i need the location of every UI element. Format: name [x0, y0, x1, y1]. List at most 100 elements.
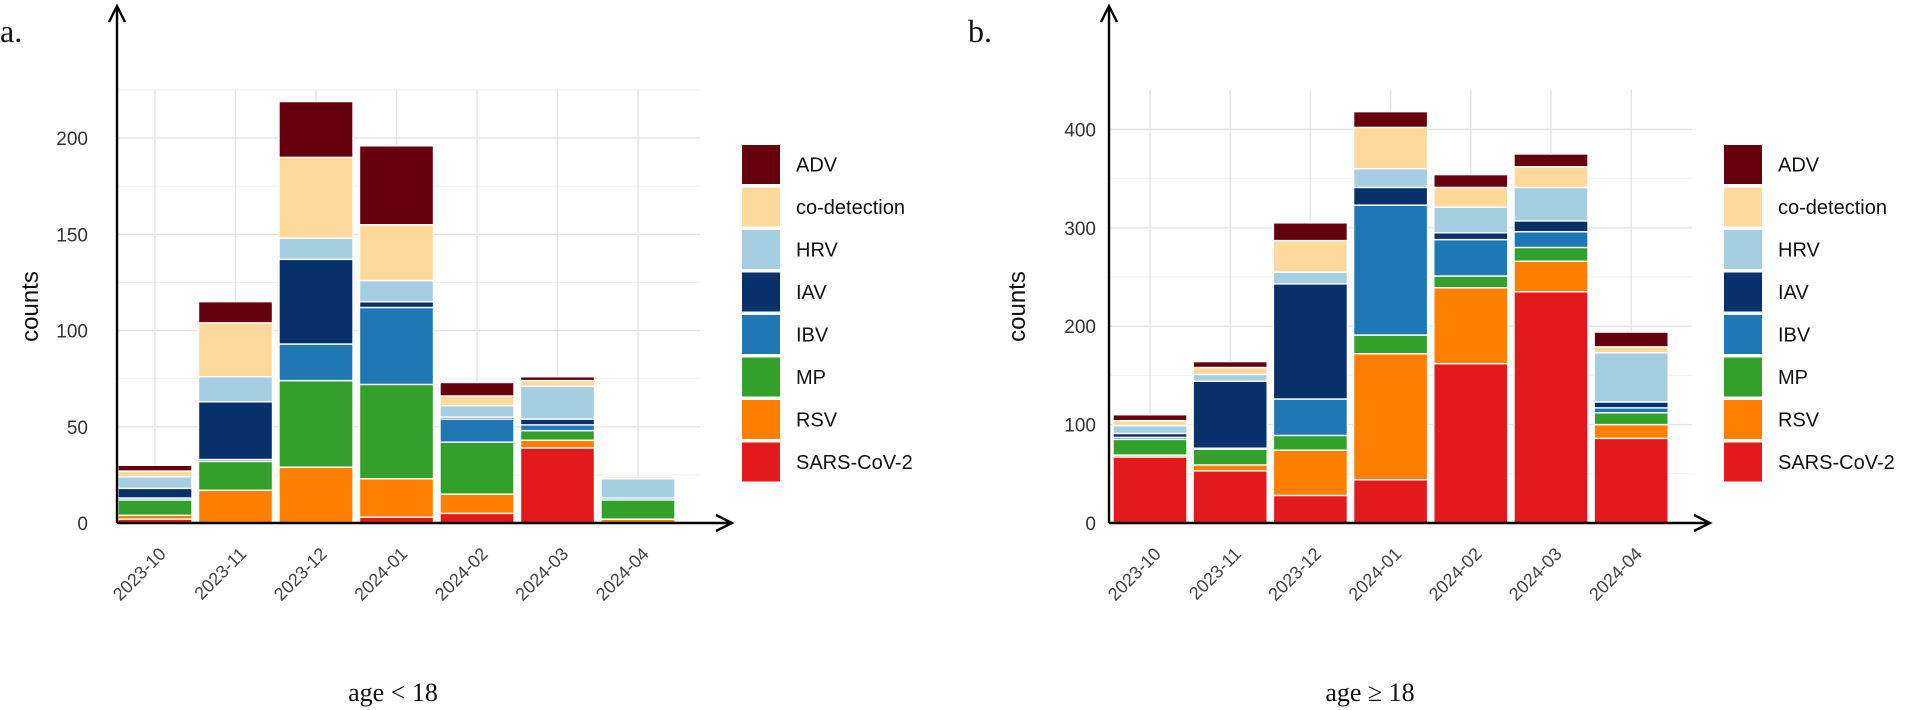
bar-rsv-2024-01	[358, 478, 435, 518]
bar-sars-cov-2-2023-11	[1192, 470, 1268, 524]
bar-iav-2023-10	[117, 487, 193, 499]
bar-rsv-2024-03	[1513, 260, 1589, 293]
bar-iav-2023-11	[1192, 380, 1268, 449]
legend-key-sars-cov-2	[1724, 442, 1762, 482]
legend-key-hrv	[742, 230, 780, 269]
bar-sars-cov-2-2024-03	[519, 447, 596, 524]
bar-co-detection-2023-11	[1192, 366, 1268, 376]
x-tick-label: 2024-04	[1585, 544, 1646, 605]
x-tick-label: 2024-03	[511, 544, 572, 605]
y-tick-label: 0	[1085, 514, 1096, 535]
bar-sars-cov-2-2023-12	[1272, 494, 1349, 524]
bar-co-detection-2023-10	[117, 470, 193, 478]
y-tick-label: 50	[67, 418, 88, 439]
bar-rsv-2024-03	[519, 439, 596, 449]
bar-sars-cov-2-2023-10	[1112, 456, 1188, 524]
bar-rsv-2023-11	[197, 489, 274, 524]
bar-sars-cov-2-2024-02	[1433, 362, 1509, 524]
legend-key-mp	[742, 357, 780, 397]
panel-subtitle: age ≥ 18	[1325, 678, 1414, 707]
y-axis-arrowhead	[1099, 3, 1119, 23]
bar-adv-2023-11	[197, 300, 274, 324]
legend-key-co-detection	[742, 187, 780, 227]
bar-iav-2024-01	[1352, 186, 1429, 206]
y-tick-label: 200	[1064, 317, 1096, 338]
bar-ibv-2024-01	[1352, 204, 1429, 336]
bar-adv-2023-12	[1272, 222, 1349, 242]
x-axis-arrowhead	[1693, 513, 1713, 533]
bar-iav-2024-04	[1593, 401, 1669, 409]
y-tick-label: 400	[1064, 120, 1096, 141]
bar-co-detection-2024-01	[1352, 126, 1429, 170]
bar-mp-2024-02	[1433, 275, 1509, 289]
bar-sars-cov-2-2024-02	[439, 512, 515, 524]
legend-key-ibv	[742, 315, 780, 354]
bar-ibv-2024-02	[439, 418, 515, 443]
bar-co-detection-2024-03	[519, 379, 596, 388]
y-tick-label: 150	[56, 225, 88, 246]
x-tick-label: 2024-01	[1345, 544, 1406, 605]
y-tick-label: 100	[56, 322, 88, 343]
bar-hrv-2024-03	[519, 385, 596, 420]
bar-co-detection-2024-04	[1593, 346, 1669, 354]
bar-hrv-2024-04	[600, 478, 676, 499]
bar-mp-2023-12	[1272, 434, 1349, 451]
legend-label: co-detection	[1778, 197, 1887, 219]
bar-hrv-2024-01	[358, 279, 435, 303]
bar-co-detection-2024-02	[1433, 186, 1509, 208]
x-tick-label: 2024-03	[1505, 544, 1566, 605]
x-tick-label: 2024-01	[350, 544, 411, 605]
bar-hrv-2023-10	[117, 476, 193, 490]
y-tick-label: 300	[1064, 219, 1096, 240]
y-axis-arrowhead	[107, 3, 127, 23]
bar-ibv-2024-03	[1513, 231, 1589, 249]
bar-iav-2023-12	[278, 258, 354, 345]
legend-key-adv	[742, 145, 780, 184]
bar-hrv-2024-01	[1352, 168, 1429, 189]
legend-label: HRV	[1778, 240, 1821, 262]
bar-rsv-2024-04	[1593, 423, 1669, 440]
bar-ibv-2023-12	[1272, 398, 1349, 437]
x-tick-label: 2023-11	[1185, 544, 1245, 604]
x-axis-arrowhead	[715, 513, 735, 533]
bar-rsv-2024-02	[1433, 287, 1509, 365]
bar-adv-2023-10	[1112, 414, 1188, 422]
bar-mp-2023-10	[1112, 438, 1188, 456]
legend-key-rsv	[742, 400, 780, 439]
legend-label: SARS-CoV-2	[796, 452, 913, 474]
bar-hrv-2024-03	[1513, 186, 1589, 222]
bar-co-detection-2023-11	[197, 322, 274, 378]
bar-hrv-2024-02	[439, 404, 515, 418]
bar-mp-2024-03	[1513, 246, 1589, 262]
bar-ibv-2024-03	[519, 424, 596, 432]
x-tick-label: 2023-12	[1264, 544, 1325, 605]
bar-ibv-2024-02	[1433, 238, 1509, 277]
legend-key-sars-cov-2	[742, 442, 780, 482]
legend-key-co-detection	[1724, 187, 1762, 227]
x-tick-label: 2024-04	[592, 544, 653, 605]
legend-key-iav	[1724, 272, 1762, 312]
y-tick-label: 200	[56, 129, 88, 150]
legend-label: MP	[796, 367, 826, 389]
legend-label: SARS-CoV-2	[1778, 452, 1895, 474]
panel-b: b. 0 100 200 300 400 2023-10 2023-11 2023-12 2024…	[968, 3, 1895, 707]
legend-label: IAV	[796, 282, 827, 304]
legend-key-ibv	[1724, 315, 1762, 354]
bar-adv-2024-04	[1593, 331, 1669, 348]
legend-key-mp	[1724, 357, 1762, 397]
legend-label: MP	[1778, 367, 1808, 389]
legend-label: RSV	[1778, 410, 1820, 432]
x-tick-label: 2024-02	[1425, 544, 1486, 605]
legend-key-adv	[1724, 145, 1762, 184]
legend-label: co-detection	[796, 197, 905, 219]
legend-label: IBV	[796, 325, 829, 347]
bar-co-detection-2023-12	[1272, 239, 1349, 273]
x-tick-label: 2023-12	[270, 544, 331, 605]
legend-key-iav	[742, 272, 780, 312]
bar-co-detection-2024-01	[358, 224, 435, 282]
bar-mp-2023-10	[117, 499, 193, 517]
bar-co-detection-2024-03	[1513, 166, 1589, 189]
bar-mp-2024-01	[358, 383, 435, 480]
x-tick-label: 2023-10	[1104, 544, 1165, 605]
